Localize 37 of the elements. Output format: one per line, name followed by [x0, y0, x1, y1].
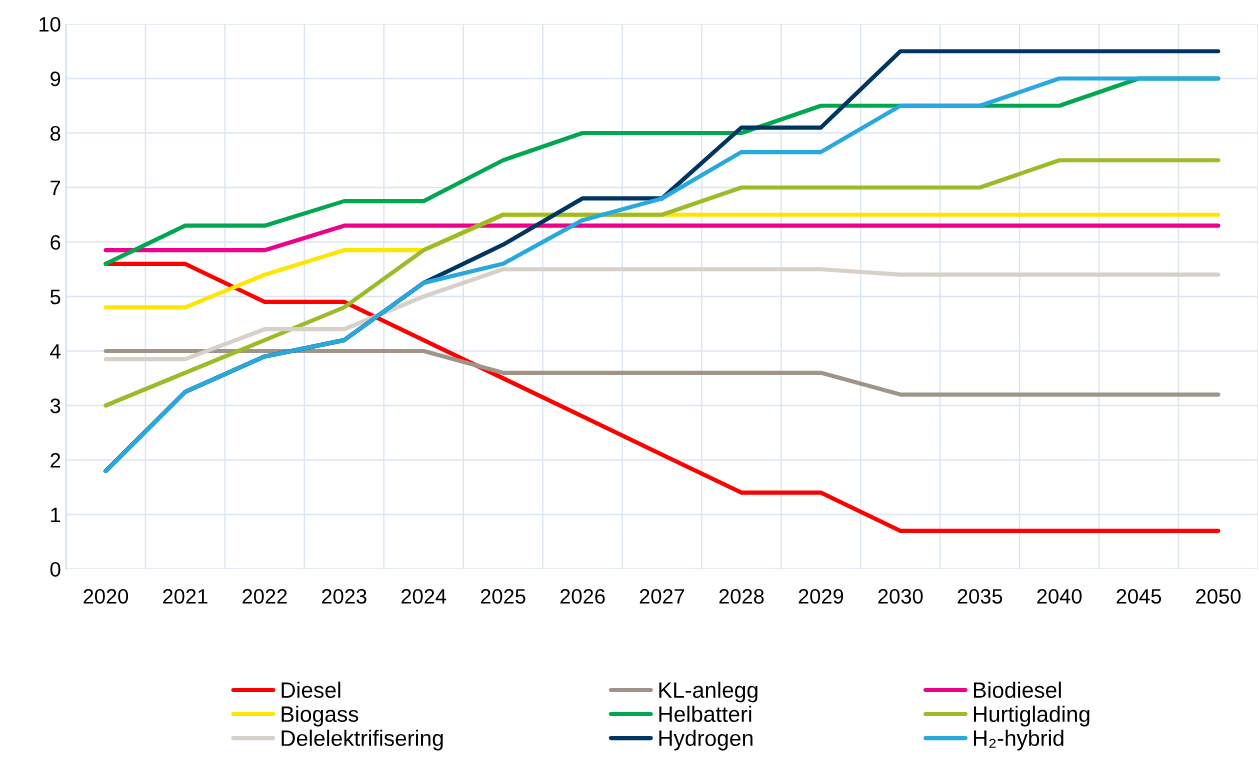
- y-tick-label: 3: [50, 398, 61, 414]
- legend-label: Delelektrifisering: [281, 729, 443, 751]
- y-tick-label: 0: [50, 562, 61, 577]
- y-tick-label: 7: [50, 180, 61, 196]
- y-tick-label: 4: [50, 344, 61, 359]
- y-tick-label: 9: [50, 71, 61, 87]
- line-series: [103, 267, 1221, 362]
- x-tick-label: 2022: [242, 588, 287, 604]
- x-tick-label: 2026: [560, 588, 605, 604]
- y-tick-label: 1: [51, 507, 61, 523]
- legend-label: Biogass: [281, 705, 359, 727]
- y-tick-label: 2: [50, 453, 61, 468]
- legend-label: Hurtiglading: [973, 705, 1090, 727]
- legend-label: Diesel: [281, 681, 341, 698]
- x-tick-label: 2024: [401, 588, 447, 604]
- legend-label: Helbatteri: [659, 705, 752, 723]
- x-tick-label: 2045: [1116, 588, 1162, 604]
- x-tick-label: 2021: [163, 588, 208, 604]
- x-tick-label: 2050: [1196, 588, 1241, 604]
- y-tick-label: 10: [39, 17, 61, 32]
- x-tick-label: 2027: [639, 588, 685, 604]
- x-tick-label: 2020: [83, 588, 129, 604]
- x-tick-label: 2030: [878, 588, 923, 604]
- line-series: [103, 158, 1221, 408]
- x-tick-label: 2025: [480, 588, 526, 604]
- y-tick-label: 8: [50, 126, 61, 141]
- y-tick-label: 5: [50, 289, 61, 305]
- y-tick-label: 6: [50, 235, 61, 250]
- legend-label: Hydrogen: [659, 729, 753, 751]
- x-tick-label: 2035: [957, 588, 1003, 604]
- legend-label: H₂-hybrid: [973, 729, 1064, 751]
- legend-label: KL-anlegg: [659, 681, 758, 703]
- x-tick-label: 2028: [719, 588, 764, 604]
- x-tick-label: 2029: [798, 588, 844, 604]
- x-tick-label: 2040: [1037, 588, 1082, 604]
- x-tick-label: 2023: [322, 588, 367, 604]
- legend-label: Biodiesel: [973, 681, 1061, 698]
